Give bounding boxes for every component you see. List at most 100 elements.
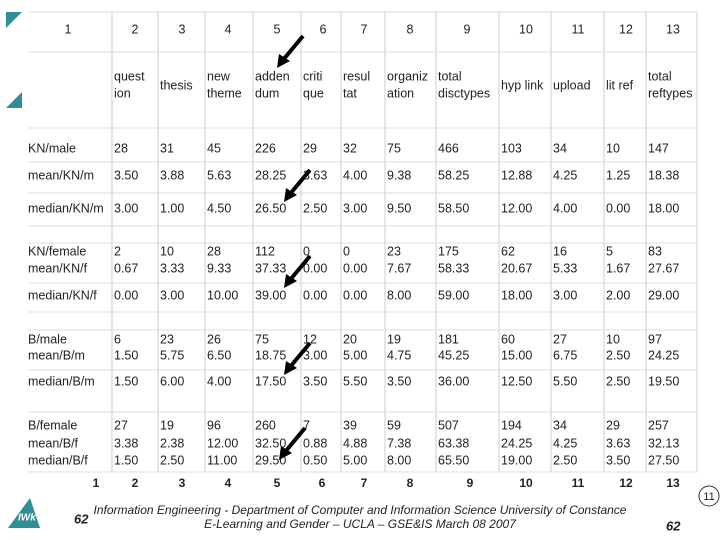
cell: 63.38 [438, 436, 469, 450]
cell: 15.00 [501, 348, 532, 362]
cell: 7.38 [387, 436, 411, 450]
column-number: 5 [274, 22, 281, 36]
column-number: 9 [467, 476, 474, 490]
cell: 2.38 [160, 436, 184, 450]
cell: 4.88 [343, 436, 367, 450]
cell: 59 [387, 418, 401, 432]
cell: 1.50 [114, 348, 138, 362]
cell: 12.00 [501, 201, 532, 215]
cell: 5.63 [207, 168, 231, 182]
cell: 10 [606, 332, 620, 346]
cell: 96 [207, 418, 221, 432]
column-number: 3 [179, 476, 186, 490]
column-number: 3 [179, 22, 186, 36]
cell: 5.50 [343, 374, 367, 388]
cell: 45 [207, 141, 221, 155]
column-number: 13 [666, 476, 680, 490]
cell: 0.00 [303, 261, 327, 275]
cell: 10.00 [207, 288, 238, 302]
cell: 181 [438, 332, 459, 346]
cell: 226 [255, 141, 276, 155]
cell: 0.00 [114, 288, 138, 302]
corner-mark [6, 92, 22, 108]
cell: 0.00 [343, 261, 367, 275]
cell: 58.33 [438, 261, 469, 275]
table-grid [28, 11, 698, 473]
cell: 12.88 [501, 168, 532, 182]
cell: 7 [303, 418, 310, 432]
cell: 3.50 [387, 374, 411, 388]
column-label: hyp link [501, 78, 544, 92]
page-number: 62 [74, 511, 89, 526]
row-label: mean/B/f [28, 436, 79, 450]
cell: 23 [387, 244, 401, 258]
cell: 6.00 [160, 374, 184, 388]
cell: 3.00 [160, 288, 184, 302]
cell: 27 [553, 332, 567, 346]
badge [698, 485, 720, 507]
cell: 60 [501, 332, 515, 346]
cell: 58.50 [438, 201, 469, 215]
cell: 29 [303, 141, 317, 155]
cell: 0.50 [303, 453, 327, 467]
column-number: 5 [274, 476, 281, 490]
cell: 19 [160, 418, 174, 432]
cell: 2.50 [553, 453, 577, 467]
cell: 36.00 [438, 374, 469, 388]
cell: 4.50 [207, 201, 231, 215]
cell: 8.00 [387, 288, 411, 302]
cell: 17.50 [255, 374, 286, 388]
column-label: resul [343, 69, 370, 83]
cell: 9.50 [387, 201, 411, 215]
row-label: median/KN/f [28, 288, 97, 302]
column-number: 6 [319, 476, 326, 490]
cell: 2 [114, 244, 121, 258]
cell: 3.63 [606, 436, 630, 450]
cell: 97 [648, 332, 662, 346]
row-label: mean/KN/m [28, 168, 94, 182]
arrows [277, 34, 312, 460]
cell: 10 [606, 141, 620, 155]
row-label: KN/male [28, 141, 76, 155]
column-number: 2 [132, 476, 139, 490]
column-number: 10 [519, 476, 533, 490]
row-label: mean/B/m [28, 348, 85, 362]
cell: 32.13 [648, 436, 679, 450]
column-label: organiz [387, 69, 428, 83]
cell: 34 [553, 141, 567, 155]
cell: 257 [648, 418, 669, 432]
cell: 3.00 [303, 348, 327, 362]
column-number: 8 [407, 22, 414, 36]
cell: 39 [343, 418, 357, 432]
cell: 1.50 [114, 453, 138, 467]
column-label: lit ref [606, 78, 634, 92]
cell: 18.75 [255, 348, 286, 362]
cell: 24.25 [501, 436, 532, 450]
cell: 0 [343, 244, 350, 258]
cell: 507 [438, 418, 459, 432]
cell: 2.50 [160, 453, 184, 467]
cell: 6.50 [207, 348, 231, 362]
column-number: 4 [225, 476, 232, 490]
cell: 4.75 [387, 348, 411, 362]
cell: 6 [114, 332, 121, 346]
cell: 5.33 [553, 261, 577, 275]
cell: 5.00 [343, 348, 367, 362]
cell: 7.67 [387, 261, 411, 275]
cell: 29.00 [648, 288, 679, 302]
cell: 12 [303, 332, 317, 346]
cell: 27.50 [648, 453, 679, 467]
column-label: reftypes [648, 86, 692, 100]
column-number: 11 [572, 22, 585, 36]
cell: 34 [553, 418, 567, 432]
cell: 28.25 [255, 168, 286, 182]
corner-mark [6, 12, 22, 28]
column-label: dum [255, 86, 279, 100]
cell: 1.00 [160, 201, 184, 215]
cell: 24.25 [648, 348, 679, 362]
cell: 6.75 [553, 348, 577, 362]
cell: 2.00 [606, 288, 630, 302]
row-label: median/B/f [28, 453, 88, 467]
cell: 3.50 [114, 168, 138, 182]
